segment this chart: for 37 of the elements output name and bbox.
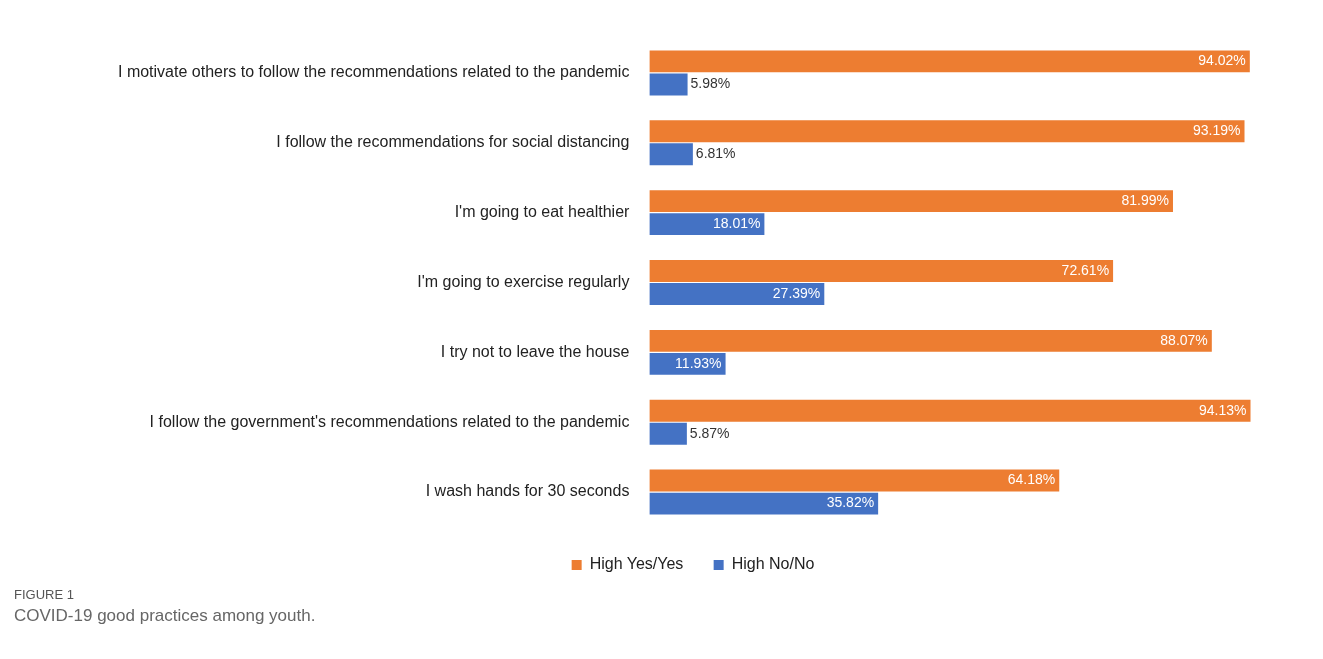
- data-label: 6.81%: [695, 145, 736, 162]
- bar: [649, 73, 688, 96]
- bar: [649, 283, 825, 305]
- text: COVID-19 good practices among youth.: [14, 606, 317, 626]
- bar: [649, 329, 1212, 352]
- data-label: 72.61%: [1061, 261, 1110, 278]
- bar: [649, 422, 687, 445]
- data-label: 88.07%: [1160, 331, 1208, 348]
- y-tick-label: I try not to leave the house: [440, 342, 630, 360]
- bar: [649, 190, 1173, 213]
- data-label: 94.13%: [1199, 401, 1247, 418]
- data-label: 5.87%: [689, 424, 730, 441]
- y-tick-label: I wash hands for 30 seconds: [425, 482, 630, 500]
- y-tick-label: I motivate others to follow the recommendations related to the pandemic: [117, 63, 630, 81]
- bar: [649, 143, 693, 166]
- data-label: 18.01%: [712, 215, 761, 232]
- data-label: 11.93%: [675, 354, 722, 371]
- data-label: 5.98%: [690, 75, 731, 92]
- data-label: 93.19%: [1193, 122, 1241, 139]
- bar: [649, 260, 1114, 282]
- data-label: 27.39%: [772, 284, 821, 301]
- bar: [649, 399, 1251, 422]
- bar: [649, 492, 879, 515]
- data-label: 94.02%: [1198, 52, 1246, 69]
- bar: [649, 469, 1060, 492]
- caption: FIGURE 1: [14, 587, 75, 602]
- bar: [649, 50, 1250, 73]
- y-tick-label: I follow the recommendations for social distancing: [276, 133, 630, 151]
- bar: [649, 120, 1245, 143]
- data-label: 35.82%: [826, 494, 875, 511]
- y-tick-label: I'm going to eat healthier: [454, 203, 631, 221]
- data-label: 64.18%: [1007, 471, 1056, 488]
- y-tick-label: I follow the government's recommendations related to the pandemic: [149, 412, 630, 430]
- legend-label: High Yes/Yes: [589, 555, 684, 573]
- legend-label: High No/No: [731, 555, 815, 573]
- y-tick-label: I'm going to exercise regularly: [417, 272, 630, 290]
- data-label: 81.99%: [1121, 191, 1169, 208]
